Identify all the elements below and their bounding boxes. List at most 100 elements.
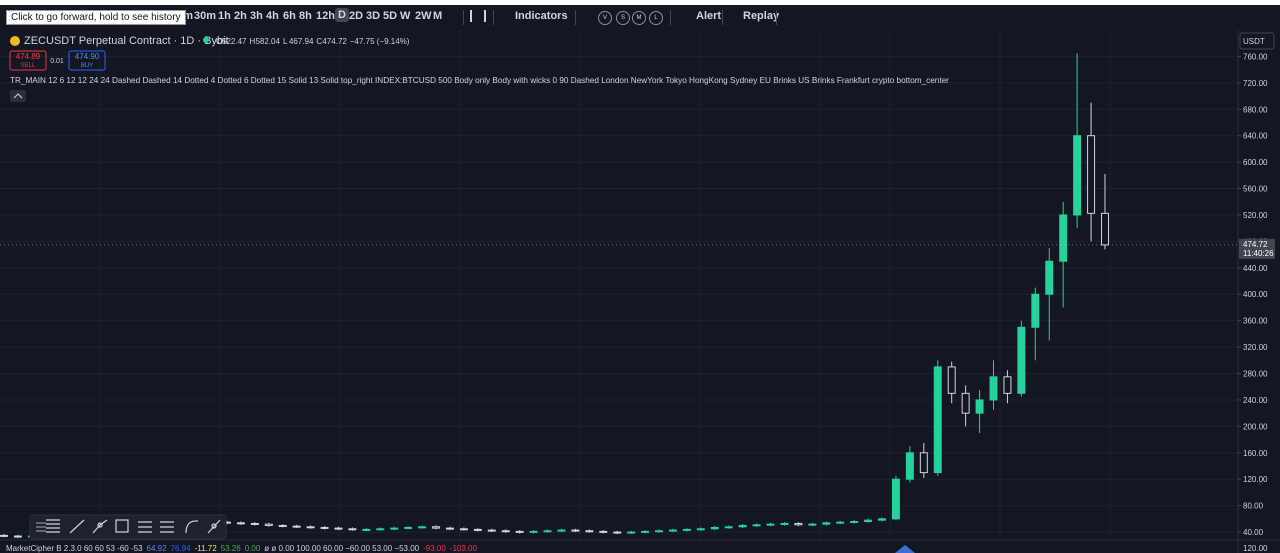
indicator-legend: TR_MAIN 12 6 12 12 24 24 Dashed Dashed 1… [10,76,949,85]
candle-body [933,366,942,474]
ohlc-value: 582.04 [255,37,280,46]
candle-body [278,524,287,527]
y-tick-label: 80.00 [1243,502,1264,511]
y-tick-label: 40.00 [1243,528,1264,537]
collapse-button[interactable] [10,90,26,102]
toolbar-divider [575,10,576,25]
pane-name: MarketCipher B 2.3.0 60 60 53 -60 -53 [6,544,143,553]
sell-price[interactable]: 474.89 [16,52,41,61]
browser-strip [0,0,1280,5]
y-tick-label: 200.00 [1243,422,1268,431]
interval-button[interactable]: 6h [283,10,296,22]
candle-body [348,528,357,531]
pane-axis-label: 120.00 [1243,544,1268,553]
y-tick-label: 360.00 [1243,317,1268,326]
pane-value: ø ø 0.00 100.00 60.00 −60.00 53.00 −53.0… [264,544,419,553]
ohlc-value: 474.72 [322,37,347,46]
sell-label[interactable]: SELL [21,63,36,69]
indicators-button[interactable]: Indicators [515,10,568,22]
spread: 0.01 [50,58,64,65]
y-tick-label: 520.00 [1243,211,1268,220]
toolbar-divider [463,10,464,25]
candle-body [585,530,594,533]
interval-button[interactable]: 12h [316,10,335,22]
candle-body [320,526,329,529]
y-tick-label: 600.00 [1243,158,1268,167]
candle-body [1101,212,1109,246]
candle-body [766,523,775,526]
replay-button[interactable]: Replay [743,10,780,22]
interval-button[interactable]: 3h [250,10,263,22]
candle-body [850,521,859,524]
buy-price[interactable]: 474.90 [75,52,100,61]
candle-body [13,535,22,538]
candle-body [682,528,691,531]
pane-value: 76.94 [171,544,192,553]
mode-button[interactable]: M [632,11,646,25]
interval-button[interactable]: M [433,10,443,22]
ohlc-value: 467.94 [289,37,314,46]
mode-button[interactable]: L [649,11,663,25]
pane-value: 64.92 [147,544,168,553]
candle-body [515,530,524,533]
candle-body [404,526,413,529]
interval-button[interactable]: W [400,10,411,22]
candle-body [878,518,886,521]
candle-body [919,452,928,474]
candle-body [1087,135,1096,214]
interval-button[interactable]: 5D [383,10,398,22]
candle-body [445,527,454,530]
interval-button[interactable]: 3D [366,10,381,22]
mode-button[interactable]: S [616,11,630,25]
candle-body [905,452,914,480]
interval-button[interactable]: 8h [299,10,312,22]
y-tick-label: 320.00 [1243,343,1268,352]
alert-button[interactable]: Alert [696,10,722,22]
y-tick-label: 440.00 [1243,264,1268,273]
candle-body [501,530,510,533]
sell-button[interactable] [9,50,47,71]
interval-button[interactable]: D [335,8,349,22]
y-tick-label: 640.00 [1243,132,1268,141]
pane-icon [895,545,915,553]
toolbar-divider [722,10,723,25]
pane-value: -93.00 [423,544,446,553]
interval-button[interactable]: 1h [218,10,231,22]
symbol-icon [10,36,20,46]
pane-value: -11.72 [195,544,218,553]
candle-body [306,526,315,529]
collapse-icon [13,93,23,99]
candle-body [822,522,831,525]
interval-button[interactable]: 4h [266,10,279,22]
ohlc-label: C [316,37,322,46]
interval-button[interactable]: 2W [415,10,432,22]
candle-body [473,528,482,531]
y-tick-label: 400.00 [1243,290,1268,299]
chart-type-button[interactable] [470,10,486,22]
interval-button[interactable]: 30m [194,10,217,22]
currency-button[interactable] [1239,32,1275,50]
candle-body [696,528,705,531]
interval-button[interactable]: 2D [349,10,364,22]
candle-body [655,530,664,533]
candle-body [557,529,566,532]
currency[interactable]: USDT [1243,37,1265,46]
candle-body [1031,293,1040,328]
buy-label[interactable]: BUY [81,63,93,69]
candle-body [836,521,845,524]
interval-button[interactable]: 2h [234,10,247,22]
last-price-value: 474.72 [1243,240,1268,249]
candle-body [264,523,273,526]
y-tick-label: 720.00 [1243,79,1268,88]
candle-body [487,529,496,532]
candle-body [794,522,803,526]
status-dot [203,37,209,43]
candle-body [961,392,970,414]
mode-button[interactable]: V [598,11,612,25]
symbol: ZECUSDT Perpetual Contract · 1D · Bybit [24,35,229,47]
buy-button[interactable] [68,50,106,71]
candle-body [0,534,8,537]
candle-body [362,528,371,531]
lower-pane: MarketCipher B 2.3.0 60 60 53 -60 -53 64.… [6,544,1268,553]
